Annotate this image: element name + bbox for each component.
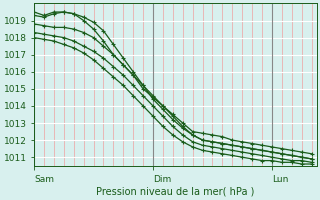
X-axis label: Pression niveau de la mer( hPa ): Pression niveau de la mer( hPa ) — [96, 187, 254, 197]
